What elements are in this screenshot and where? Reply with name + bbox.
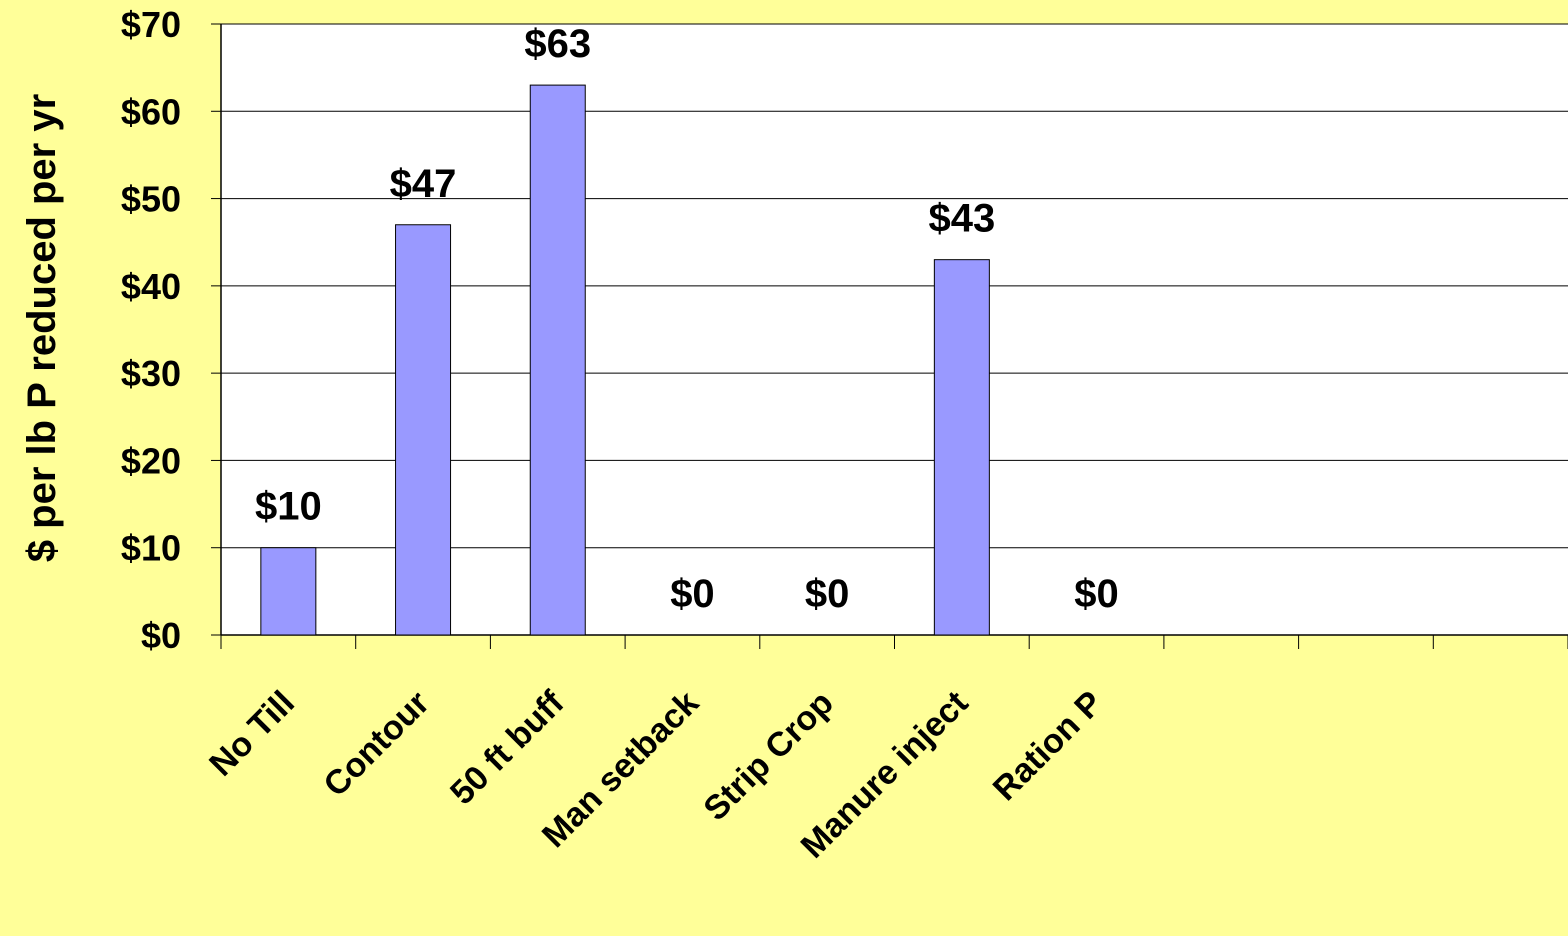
y-tick-label: $70 (121, 4, 181, 45)
bar (933, 259, 990, 636)
y-tick-label: $60 (121, 91, 181, 132)
x-category-label: 50 ft buff (443, 683, 572, 812)
x-category-label: Contour (316, 684, 436, 804)
y-tick-label: $40 (121, 266, 181, 307)
bar (260, 547, 317, 636)
y-tick-label: $20 (121, 440, 181, 481)
x-category-label: Ration P (986, 684, 1110, 808)
y-tick-label: $10 (121, 528, 181, 569)
y-tick-label: $0 (141, 615, 181, 656)
data-label: $0 (1074, 572, 1119, 616)
bar (395, 224, 452, 636)
bar (529, 84, 586, 636)
data-label: $10 (255, 485, 322, 529)
data-label: $43 (928, 197, 995, 241)
y-tick-label: $30 (121, 353, 181, 394)
x-category-label: No Till (202, 684, 302, 784)
y-axis-title: $ per lb P reduced per yr (20, 94, 64, 562)
y-tick-label: $50 (121, 179, 181, 220)
data-label: $0 (670, 572, 715, 616)
data-label: $63 (524, 22, 591, 66)
x-category-label: Strip Crop (696, 684, 840, 828)
data-label: $47 (390, 162, 457, 206)
data-label: $0 (805, 572, 850, 616)
